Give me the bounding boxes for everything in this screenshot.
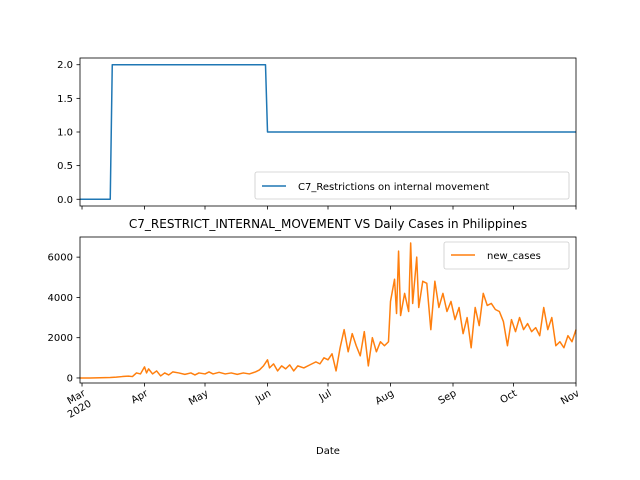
top-ytick-label: 0.5 xyxy=(57,161,73,172)
top-ytick-label: 0.0 xyxy=(57,195,73,206)
top-ytick-label: 1.0 xyxy=(57,128,73,139)
bottom-plot-frame xyxy=(79,236,577,384)
bottom-legend-box xyxy=(443,241,570,270)
bottom-x-axis-label: Date xyxy=(316,446,340,457)
bottom-y-axis-ticks: 0 2000 4000 6000 xyxy=(48,253,80,384)
bottom-chart-title: C7_RESTRICT_INTERNAL_MOVEMENT VS Daily C… xyxy=(129,217,527,231)
bottom-ytick-label: 4000 xyxy=(48,293,73,304)
bottom-ytick-label: 0 xyxy=(67,373,73,384)
bottom-legend: new_cases xyxy=(443,241,570,270)
top-ytick-label: 2.0 xyxy=(57,60,73,71)
bottom-legend-label: new_cases xyxy=(487,251,541,262)
top-series-line-0 xyxy=(80,63,576,201)
top-legend-label: C7_Restrictions on internal movement xyxy=(298,182,489,193)
top-series-lines xyxy=(80,63,576,201)
top-subplot: 0.0 0.5 1.0 1.5 2.0 C7_Restrictions on inter… xyxy=(57,57,577,210)
bottom-ytick-label: 2000 xyxy=(48,333,73,344)
top-x-axis-ticks xyxy=(81,206,577,210)
top-legend-box xyxy=(254,171,570,200)
top-legend: C7_Restrictions on internal movement xyxy=(254,171,570,200)
top-plot-frame xyxy=(79,57,577,207)
bottom-series-lines xyxy=(80,242,577,379)
bottom-series-line-0 xyxy=(80,242,577,379)
bottom-ytick-label: 6000 xyxy=(48,253,73,264)
top-y-axis-ticks: 0.0 0.5 1.0 1.5 2.0 xyxy=(57,60,80,206)
top-ytick-label: 1.5 xyxy=(57,94,73,105)
